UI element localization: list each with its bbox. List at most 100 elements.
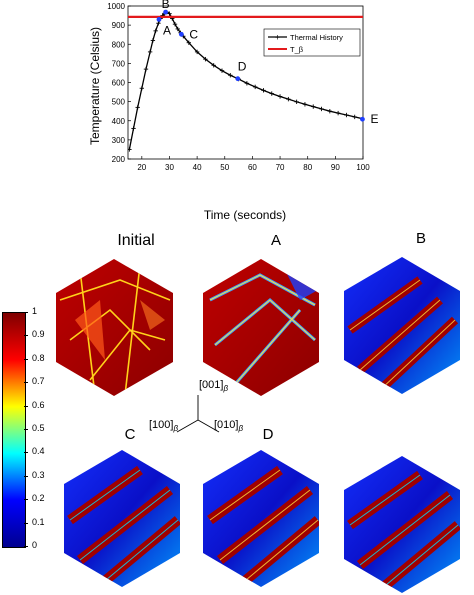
y-tick-label: 200	[112, 155, 126, 164]
colorbar-tick-label: 1	[32, 306, 38, 316]
data-point	[153, 28, 158, 34]
annotation-marker-e	[360, 116, 365, 122]
colorbar-tick-label: 0.4	[32, 446, 45, 457]
y-tick-label: 600	[112, 79, 126, 88]
colorbar-tick	[24, 522, 28, 524]
x-tick-label: 50	[220, 163, 229, 172]
colorbar-tick-label: 0.3	[32, 469, 45, 480]
x-axis-label: Time (seconds)	[204, 208, 286, 222]
data-point	[228, 73, 233, 78]
x-tick-label: 20	[137, 163, 146, 172]
panel-label-a: A	[270, 232, 281, 249]
annotation-label-a: A	[163, 23, 171, 37]
colorbar-tick	[24, 335, 28, 337]
data-point	[261, 88, 266, 93]
x-tick-label: 40	[193, 163, 202, 172]
annotation-marker-c	[178, 31, 184, 37]
panel-b	[344, 257, 460, 394]
y-axis-label: Temperature (Celsius)	[88, 27, 102, 145]
data-point	[302, 102, 308, 107]
colorbar-tick-label: 0.2	[32, 493, 45, 504]
annotation-marker-a	[156, 16, 162, 22]
data-point	[244, 81, 250, 86]
data-point	[186, 40, 192, 45]
annotation-label-c: C	[189, 27, 198, 41]
thermal-history-chart: 20 30 40 50 60 70 80 90 100 200 300 400 500 600 700 800…	[88, 0, 378, 222]
data-point	[352, 114, 357, 120]
data-point	[172, 21, 178, 27]
colorbar-tick	[24, 382, 28, 384]
data-point	[135, 105, 140, 110]
panel-c	[64, 450, 180, 587]
panel-label-c: C	[124, 426, 136, 443]
panel-e	[344, 456, 460, 593]
data-point	[128, 147, 132, 152]
colorbar-tick	[24, 546, 28, 547]
data-point	[311, 104, 316, 109]
data-point	[252, 84, 258, 90]
colorbar-tick-label: 0	[32, 540, 38, 550]
x-tick-label: 70	[276, 163, 285, 172]
y-tick-label: 500	[112, 98, 126, 107]
x-tick-label: 30	[165, 163, 174, 172]
panel-d	[203, 450, 319, 587]
data-point	[335, 110, 341, 116]
annotation-label-e: E	[370, 112, 378, 126]
legend-entry-thermal-history: Thermal History	[290, 33, 343, 42]
data-point	[139, 86, 145, 91]
data-point	[294, 99, 299, 105]
axis-100-label: [100]β	[149, 419, 178, 433]
x-tick-label: 90	[331, 163, 340, 172]
data-point	[147, 49, 153, 55]
colorbar-tick	[24, 475, 28, 477]
colorbar-tick-label: 0.8	[32, 352, 45, 363]
colorbar-tick-label: 0.7	[32, 376, 45, 387]
colorbar-gradient	[2, 312, 26, 548]
panel-a	[203, 259, 319, 396]
annotation-marker-d	[235, 76, 241, 82]
x-tick-label: 100	[356, 163, 370, 172]
axis-010-label: [010]β	[214, 419, 243, 433]
colorbar-tick	[24, 499, 28, 501]
annotation-label-d: D	[238, 60, 247, 74]
panel-label-initial: Initial	[117, 232, 155, 249]
data-point	[167, 11, 172, 16]
colorbar-tick-label: 0.9	[32, 329, 45, 340]
data-point	[156, 21, 161, 26]
point-annotations: A B C D E	[156, 0, 378, 126]
colorbar-tick	[24, 452, 28, 454]
y-tick-label: 300	[112, 136, 126, 145]
colorbar: 1 0.9 0.8 0.7 0.6 0.5 0.4 0.3 0.2 0.1 0	[0, 306, 60, 555]
data-point	[269, 91, 274, 96]
y-tick-label: 400	[112, 117, 126, 126]
y-tick-label: 900	[112, 21, 126, 30]
orientation-axes	[176, 395, 220, 433]
colorbar-tick-label: 0.1	[32, 516, 45, 527]
legend-entry-tbeta: T_β	[290, 45, 304, 54]
axis-ticks: 20 30 40 50 60 70 80 90 100 200 300 400 500 600 700 800…	[107, 2, 370, 172]
y-tick-label: 800	[112, 40, 126, 49]
data-point	[319, 106, 324, 112]
y-tick-label: 700	[112, 59, 126, 68]
y-tick-label: 1000	[107, 2, 125, 11]
data-point	[219, 68, 225, 73]
x-tick-label: 80	[303, 163, 312, 172]
legend: + Thermal History T_β	[263, 28, 361, 57]
data-point	[344, 112, 349, 118]
legend-plus-marker: +	[275, 33, 280, 43]
axis-001-label: [001]β	[199, 379, 228, 393]
data-point	[150, 38, 156, 43]
axis-100-line	[176, 419, 199, 433]
plot-series	[128, 9, 363, 152]
colorbar-tick	[24, 405, 28, 407]
data-point	[211, 63, 216, 68]
data-point	[194, 49, 200, 55]
data-point	[175, 26, 180, 32]
panel-initial	[56, 259, 173, 396]
colorbar-tick	[24, 429, 28, 430]
data-point	[286, 96, 291, 102]
colorbar-tick	[24, 312, 28, 313]
data-point	[203, 56, 208, 62]
annotation-marker-b	[163, 9, 169, 15]
